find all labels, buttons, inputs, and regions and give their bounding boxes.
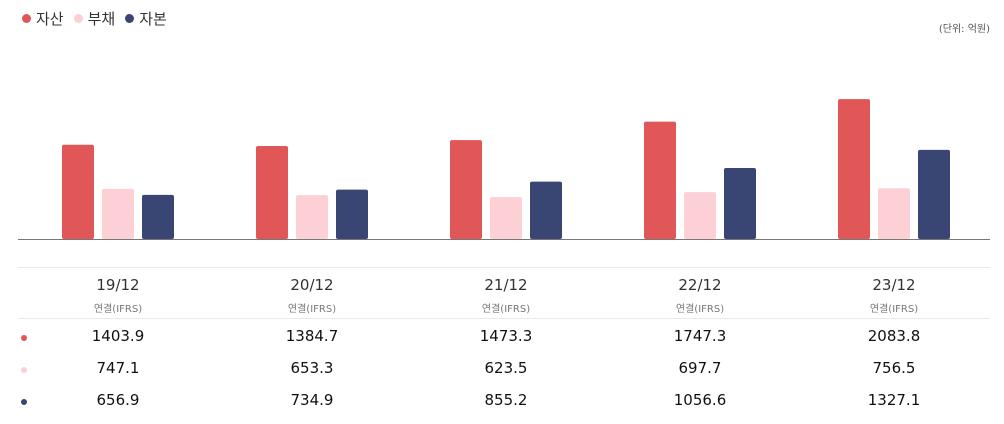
bar-liabilities-23-12[interactable] — [878, 188, 910, 239]
basis-label: 연결(IFRS) — [93, 304, 143, 315]
value-assets: 2083.8 — [867, 327, 921, 345]
value-liabilities: 653.3 — [290, 359, 334, 377]
bar-liabilities-19-12[interactable] — [102, 188, 134, 239]
value-assets: 1403.9 — [91, 327, 145, 345]
value-liabilities: 756.5 — [872, 359, 916, 377]
legend: 자산 부채 자본 — [22, 8, 177, 29]
bar-assets-20-12[interactable] — [256, 146, 288, 239]
bar-liabilities-22-12[interactable] — [684, 192, 716, 239]
bar-equity-22-12[interactable] — [724, 168, 756, 239]
value-assets: 1384.7 — [285, 327, 339, 345]
period-label: 21/12 — [484, 276, 528, 294]
column-header: 22/12 연결(IFRS) — [620, 268, 780, 315]
bar-assets-23-12[interactable] — [838, 99, 870, 240]
bar-equity-21-12[interactable] — [530, 181, 562, 239]
legend-label-assets: 자산 — [36, 10, 64, 28]
separator-top — [18, 267, 990, 268]
equity-dot-icon — [125, 14, 135, 23]
bar-equity-23-12[interactable] — [918, 149, 950, 239]
legend-item-equity[interactable]: 자본 — [125, 8, 167, 29]
bar-chart — [18, 99, 990, 240]
value-equity: 734.9 — [290, 391, 334, 409]
assets-dot-icon — [22, 14, 31, 23]
bar-liabilities-21-12[interactable] — [490, 197, 522, 239]
value-liabilities: 623.5 — [484, 359, 528, 377]
bar-assets-22-12[interactable] — [644, 121, 676, 239]
basis-label: 연결(IFRS) — [675, 304, 725, 315]
bar-equity-19-12[interactable] — [142, 194, 174, 239]
liabilities-row-dot-icon — [21, 367, 27, 373]
column-header: 21/12 연결(IFRS) — [426, 268, 586, 315]
bar-equity-20-12[interactable] — [336, 189, 368, 239]
basis-label: 연결(IFRS) — [869, 304, 919, 315]
period-label: 22/12 — [678, 276, 722, 294]
column-header: 23/12 연결(IFRS) — [814, 268, 974, 315]
value-equity: 855.2 — [484, 391, 528, 409]
value-liabilities: 747.1 — [96, 359, 140, 377]
legend-item-assets[interactable]: 자산 — [22, 8, 64, 29]
value-liabilities: 697.7 — [678, 359, 722, 377]
bar-assets-21-12[interactable] — [450, 140, 482, 239]
period-label: 23/12 — [872, 276, 916, 294]
value-equity: 1056.6 — [673, 391, 727, 409]
column-header: 19/12 연결(IFRS) — [38, 268, 198, 315]
liabilities-dot-icon — [73, 14, 83, 23]
period-label: 19/12 — [96, 276, 140, 294]
value-assets: 1473.3 — [479, 327, 533, 345]
legend-label-liabilities: 부채 — [87, 10, 116, 28]
bar-assets-19-12[interactable] — [62, 144, 94, 239]
unit-label: (단위: 억원) — [938, 24, 990, 35]
value-assets: 1747.3 — [673, 327, 727, 345]
legend-item-liabilities[interactable]: 부채 — [73, 8, 116, 29]
period-label: 20/12 — [290, 276, 334, 294]
bar-liabilities-20-12[interactable] — [296, 195, 328, 239]
column-header: 20/12 연결(IFRS) — [232, 268, 392, 315]
basis-label: 연결(IFRS) — [481, 304, 531, 315]
separator-header — [18, 318, 990, 319]
value-equity: 656.9 — [96, 391, 140, 409]
assets-row-dot-icon — [21, 335, 27, 341]
legend-label-equity: 자본 — [139, 10, 167, 28]
value-equity: 1327.1 — [867, 391, 921, 409]
equity-row-dot-icon — [21, 399, 27, 405]
basis-label: 연결(IFRS) — [287, 304, 337, 315]
